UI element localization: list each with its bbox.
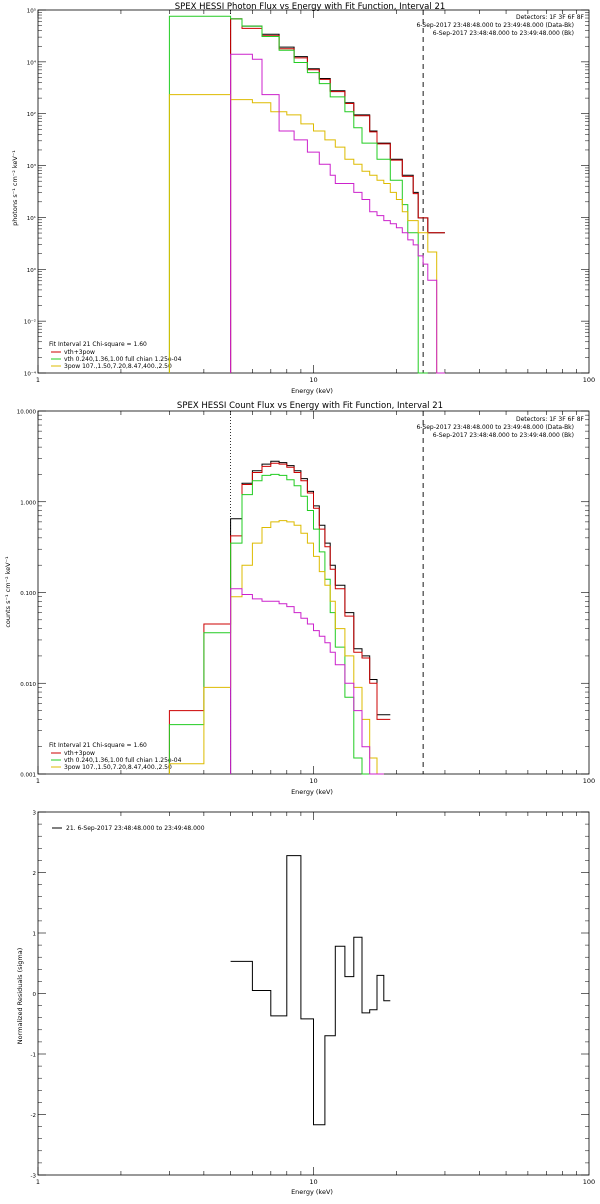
photon-series-bk (230, 53, 445, 374)
photon-detectors-text: Detectors: 1F 3F 6F 8F (516, 14, 585, 21)
residuals-y-tick-label: 1 (33, 932, 37, 938)
photon-plot-frame (37, 9, 590, 374)
photon-bk-text: 6-Sep-2017 23:48:48.000 to 23:49:48.000 … (433, 30, 574, 37)
photon-y-axis-label: photons s⁻¹ cm⁻² keV⁻¹ (11, 150, 19, 226)
residuals-y-tick-label: -1 (31, 1053, 36, 1059)
photon-panel-title: SPEX HESSI Photon Flux vs Energy with Fi… (175, 2, 446, 12)
photon-legend-header: Fit Interval 21 Chi-square = 1.60 (49, 341, 147, 348)
residuals-x-tick-label: 10 (309, 1178, 317, 1186)
photon-y-tick-label: 10⁴ (27, 59, 37, 66)
residuals-y-axis-label: Normalized Residuals (sigma) (16, 948, 24, 1045)
photon-x-axis-label: Energy (keV) (291, 387, 333, 395)
count-series-vth (168, 473, 377, 775)
count-x-tick-label: 1 (36, 777, 40, 785)
count-plot-frame (37, 410, 590, 775)
count-series-3pow (168, 520, 384, 775)
count-bk-text: 6-Sep-2017 23:48:48.000 to 23:49:48.000 … (433, 432, 574, 439)
count-x-axis-label: Energy (keV) (291, 788, 333, 796)
count-y-tick-label: 0.010 (20, 682, 36, 688)
photon-y-tick-label: 10⁻⁴ (24, 371, 37, 378)
residuals-x-tick-label: 1 (36, 1178, 40, 1186)
photon-databk-text: 6-Sep-2017 23:48:48.000 to 23:49:48.000 … (416, 22, 574, 29)
count-top-text: Detectors: 1F 3F 6F 8F 6-Sep-2017 23:48:… (416, 416, 584, 439)
photon-y-tick-label: 10⁵ (27, 8, 36, 15)
photon-x-tick-label: 100 (583, 376, 595, 384)
photon-flux-panel: SPEX HESSI Photon Flux vs Energy with Fi… (11, 2, 595, 395)
photon-series-vth-3pow (230, 18, 445, 373)
count-legend-entry-green: vth 0.240,1.36,1.00 full chian 1.25e-04 (64, 757, 182, 764)
photon-top-text: Detectors: 1F 3F 6F 8F 6-Sep-2017 23:48:… (416, 14, 584, 37)
count-detectors-text: Detectors: 1F 3F 6F 8F (516, 416, 585, 423)
photon-legend-entry-green: vth 0.240,1.36,1.00 full chian 1.25e-04 (64, 356, 182, 363)
residuals-x-tick-label: 100 (583, 1178, 595, 1186)
photon-y-tick-label: 10² (27, 111, 36, 118)
count-databk-text: 6-Sep-2017 23:48:48.000 to 23:49:48.000 … (416, 424, 574, 431)
count-y-tick-label: 0.001 (20, 773, 36, 779)
count-y-tick-label: 10.000 (17, 410, 37, 416)
count-x-tick-label: 100 (583, 777, 595, 785)
count-y-tick-label: 1.000 (20, 500, 36, 506)
photon-x-tick-label: 10 (309, 376, 317, 384)
residuals-y-tick-label: 3 (33, 811, 37, 817)
count-legend-entry-yellow: 3pow 107.,1.50,7.20,8.47,400.,2.50 (64, 764, 172, 771)
residuals-legend: 21. 6-Sep-2017 23:48:48.000 to 23:49:48.… (52, 825, 205, 832)
photon-y-tick-label: 10³ (27, 163, 36, 170)
photon-series-vth (168, 15, 428, 374)
count-y-axis-label: counts s⁻¹ cm⁻² keV⁻¹ (4, 556, 12, 628)
photon-y-tick-label: 10¹ (27, 215, 36, 222)
photon-y-tick-label: 10⁻² (24, 319, 36, 326)
photon-x-tick-label: 1 (36, 376, 40, 384)
residuals-legend-entry: 21. 6-Sep-2017 23:48:48.000 to 23:49:48.… (66, 825, 205, 832)
count-y-tick-label: 0.100 (20, 591, 36, 597)
count-flux-panel: SPEX HESSI Count Flux vs Energy with Fit… (4, 401, 595, 796)
photon-series-data-bk (230, 18, 445, 373)
residuals-series-residuals (230, 855, 391, 1126)
count-series-data-bk (230, 460, 391, 774)
photon-legend-entry-yellow: 3pow 107.,1.50,7.20,8.47,400.,2.50 (64, 363, 172, 370)
count-legend: Fit Interval 21 Chi-square = 1.60 vth+3p… (49, 742, 182, 771)
residuals-y-tick-label: 0 (33, 992, 37, 998)
residuals-panel: Normalized Residuals (sigma) Energy (keV… (16, 811, 595, 1197)
residuals-x-axis-label: Energy (keV) (291, 1188, 333, 1196)
count-series-bk (230, 588, 384, 775)
count-legend-header: Fit Interval 21 Chi-square = 1.60 (49, 742, 147, 749)
residuals-y-tick-label: -2 (31, 1113, 36, 1119)
count-series-vth-3pow (168, 462, 391, 774)
residuals-y-tick-label: -3 (31, 1174, 37, 1180)
residuals-y-tick-label: 2 (33, 871, 37, 877)
photon-y-tick-label: 10⁰ (27, 267, 37, 274)
count-legend-entry-red: vth+3pow (64, 750, 95, 757)
photon-legend: Fit Interval 21 Chi-square = 1.60 vth+3p… (49, 341, 182, 370)
count-x-tick-label: 10 (309, 777, 317, 785)
count-panel-title: SPEX HESSI Count Flux vs Energy with Fit… (177, 401, 443, 411)
photon-legend-entry-red: vth+3pow (64, 349, 95, 356)
photon-series-3pow (168, 94, 445, 374)
